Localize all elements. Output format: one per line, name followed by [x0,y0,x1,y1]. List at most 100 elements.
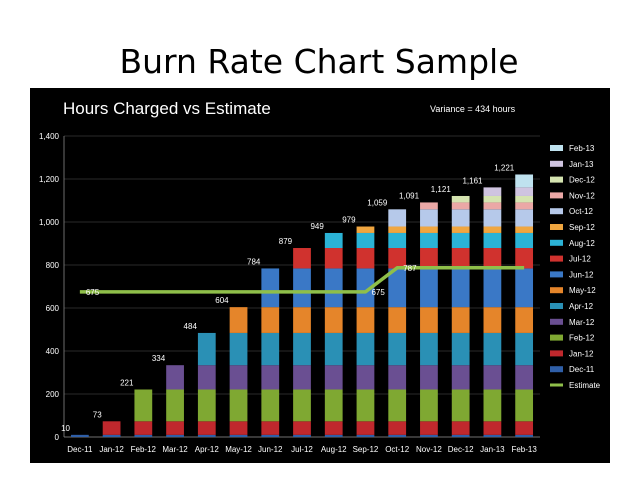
bar-segment [388,332,407,366]
legend-item: Sep-12 [550,223,595,232]
total-label: 604 [215,296,229,305]
legend-swatch [550,255,563,262]
legend-label: Feb-12 [569,334,595,343]
bar-stack [70,434,89,437]
estimate-label: 787 [403,264,417,273]
chart-title: Hours Charged vs Estimate [63,99,271,118]
bar-segment [483,232,502,249]
y-tick-label: 200 [46,390,60,399]
x-tick-label: Aug-12 [321,445,347,454]
data-labels: 10 73 221 334 484 604 784 879 949 979 1,059 1,091 1,… [61,163,515,432]
bar-segment [420,421,438,435]
x-tick-label: Mar-12 [162,445,188,454]
bar-segment [324,434,343,437]
legend-label: Oct-12 [569,207,594,216]
bar-segment [451,307,470,333]
bar-stack [420,202,438,437]
total-label: 949 [310,222,324,231]
bar-segment [420,202,438,210]
bar-segment [451,421,470,435]
bar-segment [420,389,438,422]
legend-label: Dec-11 [569,365,595,374]
total-label: 1,161 [462,176,483,185]
x-tick-label: Feb-12 [131,445,157,454]
legend-swatch [550,287,563,294]
bar-stack [229,307,248,437]
legend-label: Mar-12 [569,318,595,327]
x-tick-label: Apr-12 [195,445,220,454]
total-label: 979 [342,216,356,225]
legend-item: Jan-13 [550,160,594,169]
bar-segment [451,389,470,422]
bar-segment [388,232,407,249]
bar-segment [451,202,470,210]
estimate-label: 675 [86,288,100,297]
bar-segment [420,248,438,269]
legend-label: Jul-12 [569,255,591,264]
bar-segment [197,434,216,437]
bar-segment [197,389,216,422]
bar-segment [229,365,248,390]
bar-segment [451,268,470,308]
bar-segment [356,248,375,269]
bar-segment [261,307,280,333]
bar-segment [483,226,502,233]
bar-segment [388,268,407,308]
estimate-line-group [79,266,525,294]
bar-segment [229,389,248,422]
bar-segment [293,332,311,366]
legend-swatch [550,192,563,199]
bar-segment [261,389,280,422]
bar-stack [388,209,407,437]
legend-item: Jan-12 [550,349,594,358]
total-label: 10 [61,424,70,433]
bar-segment [515,226,534,233]
bar-stack [356,226,375,437]
bar-segment [134,434,153,437]
legend-item-estimate: Estimate [550,381,601,390]
bar-segment [166,421,184,435]
x-tick-label: Jan-13 [480,445,505,454]
legend-item: Nov-12 [550,191,595,200]
legend-item: Feb-13 [550,144,595,153]
bar-segment [420,307,438,333]
legend-item: Jun-12 [550,270,594,279]
bar-segment [515,332,534,366]
bar-segment [102,434,121,437]
bar-segment [515,209,534,227]
bar-segment [515,232,534,249]
bar-segment [515,202,534,210]
bar-stack [515,174,534,437]
bar-segment [229,307,248,333]
bar-segment [261,268,280,308]
chart-panel: Hours Charged vs Estimate Variance = 434… [30,88,610,463]
bar-stack [483,187,502,437]
bar-segment [324,232,343,249]
bar-segment [451,226,470,233]
bar-stack [451,195,470,437]
bar-stack [134,389,153,437]
bar-segment [261,365,280,390]
bar-segment [229,421,248,435]
x-tick-label: Jul-12 [291,445,313,454]
y-tick-label: 0 [55,433,60,442]
total-label: 73 [93,410,102,419]
burn-rate-chart: Hours Charged vs Estimate Variance = 434… [39,99,601,454]
bar-segment [70,434,89,437]
bar-segment [515,187,534,196]
estimate-label: 675 [371,288,385,297]
legend: Feb-13 Jan-13 Dec-12 Nov-12 Oct-12 Sep-12 Aug-… [550,144,601,390]
legend-item: Jul-12 [550,255,591,264]
bar-segment [324,307,343,333]
bar-segment [420,365,438,390]
bar-segment [515,434,534,437]
legend-item: Oct-12 [550,207,594,216]
bar-segment [515,421,534,435]
bar-segment [324,268,343,308]
bar-segment [324,332,343,366]
legend-item: Mar-12 [550,318,595,327]
legend-swatch [550,239,563,246]
bar-segment [166,434,184,437]
total-label: 1,221 [494,163,515,172]
bar-stack [102,421,121,437]
